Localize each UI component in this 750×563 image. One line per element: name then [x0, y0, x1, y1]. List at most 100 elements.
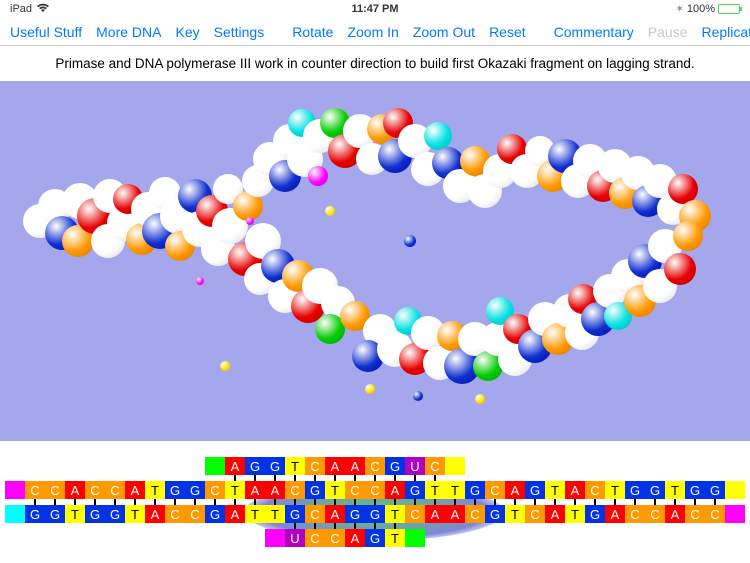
base-cell: C — [625, 505, 645, 523]
base-cell: A — [445, 505, 465, 523]
status-bar: iPad 11:47 PM ✶ 100% — [0, 0, 750, 18]
status-time: 11:47 PM — [253, 3, 496, 15]
base-cell: T — [65, 505, 85, 523]
base-cell: G — [625, 481, 645, 499]
base-cell: T — [145, 481, 165, 499]
base-cell: G — [645, 481, 665, 499]
base-cell: C — [585, 481, 605, 499]
atom-sphere — [424, 122, 452, 150]
top-strand-row: CCACCATGGCTAACGTCCAGTTGCAGTACTGGTGG — [5, 481, 745, 499]
base-cell: T — [425, 481, 445, 499]
rotate-button[interactable]: Rotate — [292, 24, 333, 40]
base-cell: C — [45, 481, 65, 499]
base-cell: T — [665, 481, 685, 499]
base-cell: G — [705, 481, 725, 499]
base-cell: T — [265, 505, 285, 523]
base-cell: C — [305, 505, 325, 523]
base-cell: U — [405, 457, 425, 475]
primer-top-row: AGGTCAACGUC — [205, 457, 465, 475]
reset-button[interactable]: Reset — [489, 24, 526, 40]
base-cell: C — [705, 505, 725, 523]
base-cell: G — [245, 457, 265, 475]
base-cell: A — [65, 481, 85, 499]
base-cell: A — [245, 481, 265, 499]
row-cap-right — [725, 481, 745, 499]
base-cell: A — [505, 481, 525, 499]
base-cell: T — [285, 457, 305, 475]
useful-stuff-button[interactable]: Useful Stuff — [10, 24, 82, 40]
base-cell: A — [265, 481, 285, 499]
base-cell: T — [505, 505, 525, 523]
atom-sphere — [664, 253, 696, 285]
base-cell: C — [525, 505, 545, 523]
atom-sphere — [308, 166, 328, 186]
atom-sphere — [404, 235, 416, 247]
commentary-button[interactable]: Commentary — [554, 24, 634, 40]
base-cell: G — [365, 529, 385, 547]
base-cell: C — [345, 481, 365, 499]
base-cell: T — [605, 481, 625, 499]
atom-sphere — [220, 361, 230, 371]
wifi-icon — [36, 3, 50, 16]
base-cell: G — [285, 505, 305, 523]
zoom-out-button[interactable]: Zoom Out — [413, 24, 475, 40]
base-cell: C — [365, 481, 385, 499]
bottom-strand-row: GGTGGTACCGATTGCAGGTCAACGTCATGACCACC — [5, 505, 745, 523]
atom-sphere — [413, 391, 423, 401]
base-cell: T — [125, 505, 145, 523]
base-cell: C — [325, 529, 345, 547]
base-cell: G — [185, 481, 205, 499]
base-cell: G — [205, 505, 225, 523]
atom-sphere — [196, 277, 204, 285]
replicate-button[interactable]: Replicate — [701, 24, 750, 40]
base-cell: C — [105, 481, 125, 499]
base-cell: C — [365, 457, 385, 475]
pause-button[interactable]: Pause — [648, 24, 688, 40]
base-cell: G — [385, 457, 405, 475]
molecule-viewport[interactable] — [0, 81, 750, 441]
key-button[interactable]: Key — [175, 24, 199, 40]
base-cell: G — [685, 481, 705, 499]
base-cell: G — [105, 505, 125, 523]
base-cell: A — [605, 505, 625, 523]
base-cell: T — [565, 505, 585, 523]
settings-button[interactable]: Settings — [214, 24, 265, 40]
base-cell: C — [165, 505, 185, 523]
base-cell: U — [285, 529, 305, 547]
base-cell: C — [185, 505, 205, 523]
base-cell: G — [265, 457, 285, 475]
base-cell: C — [645, 505, 665, 523]
base-cell: G — [465, 481, 485, 499]
base-cell: A — [145, 505, 165, 523]
base-cell: C — [85, 481, 105, 499]
row-cap-right — [445, 457, 465, 475]
base-cell: C — [685, 505, 705, 523]
base-cell: T — [445, 481, 465, 499]
bluetooth-icon: ✶ — [675, 4, 683, 15]
battery-icon — [718, 4, 740, 14]
base-cell: A — [225, 505, 245, 523]
base-cell: A — [325, 505, 345, 523]
base-cell: C — [305, 529, 325, 547]
base-cell: C — [465, 505, 485, 523]
atom-sphere — [246, 217, 254, 225]
base-cell: G — [585, 505, 605, 523]
base-cell: A — [125, 481, 145, 499]
primer-bottom-row: UCCAGT — [265, 529, 425, 547]
more-dna-button[interactable]: More DNA — [96, 24, 161, 40]
base-cell: C — [25, 481, 45, 499]
base-cell: C — [305, 457, 325, 475]
base-cell: A — [385, 481, 405, 499]
atom-sphere — [365, 384, 375, 394]
zoom-in-button[interactable]: Zoom In — [347, 24, 398, 40]
description-text: Primase and DNA polymerase III work in c… — [0, 46, 750, 77]
base-cell: G — [405, 481, 425, 499]
base-cell: A — [565, 481, 585, 499]
row-cap-left — [5, 481, 25, 499]
base-cell: A — [345, 529, 365, 547]
base-cell: A — [665, 505, 685, 523]
row-cap-left — [5, 505, 25, 523]
base-cell: T — [385, 505, 405, 523]
base-cell: G — [45, 505, 65, 523]
base-cell: C — [425, 457, 445, 475]
